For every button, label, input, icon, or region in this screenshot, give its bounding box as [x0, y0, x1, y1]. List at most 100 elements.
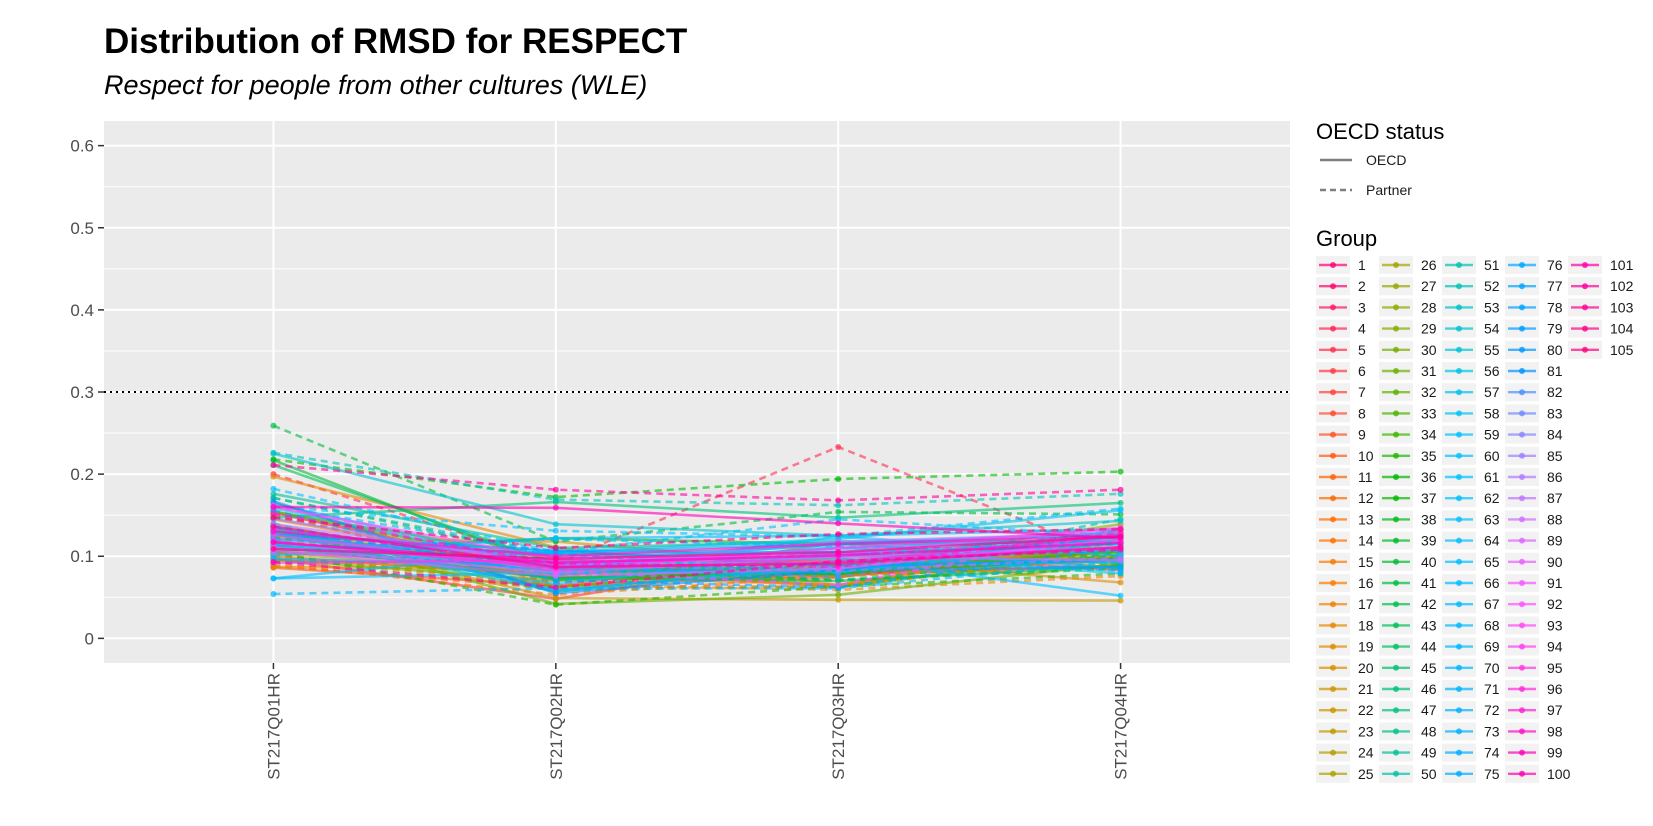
- group-legend-key: [1379, 446, 1413, 465]
- group-legend-key: [1379, 362, 1413, 380]
- series-line: [273, 487, 1121, 554]
- data-point: [835, 591, 842, 598]
- group-legend-label: 102: [1610, 278, 1634, 294]
- group-legend-key: [1316, 658, 1350, 677]
- group-legend-key: [1379, 680, 1413, 698]
- y-tick-label: 0.3: [70, 383, 94, 402]
- legend-key-point: [1456, 368, 1462, 374]
- group-legend-label: 21: [1358, 681, 1374, 697]
- group-legend-label: 70: [1484, 660, 1500, 676]
- group-legend-key: [1316, 340, 1350, 359]
- data-point: [835, 540, 842, 547]
- group-legend-label: 13: [1358, 511, 1374, 527]
- group-legend-key: [1442, 574, 1476, 592]
- series-layer: [270, 422, 1124, 608]
- group-legend-key: [1568, 256, 1602, 274]
- group-legend-label: 38: [1421, 511, 1437, 527]
- data-point: [1117, 526, 1124, 533]
- series-104: [270, 533, 1124, 562]
- legend-key-point: [1330, 749, 1336, 756]
- series-line: [272, 424, 1121, 543]
- group-legend-label: 56: [1484, 363, 1500, 379]
- legend-key-point: [1456, 537, 1462, 544]
- series-line: [273, 504, 1121, 538]
- legend-key-point: [1456, 325, 1462, 332]
- legend-key-point: [1330, 558, 1336, 565]
- data-point: [552, 584, 559, 591]
- legend-key-point: [1519, 431, 1525, 438]
- series-line: [273, 516, 1121, 550]
- group-legend-key: [1505, 277, 1539, 296]
- group-legend-key: [1316, 574, 1350, 592]
- legend-key-point: [1519, 749, 1525, 756]
- legend-key-point: [1393, 389, 1399, 396]
- legend-key-point: [1393, 580, 1399, 586]
- oecd-legend-label: Partner: [1366, 182, 1412, 198]
- legend-key-point: [1393, 431, 1399, 438]
- legend-key-point: [1330, 389, 1336, 396]
- legend-key-point: [1456, 495, 1462, 502]
- group-legend-key: [1316, 595, 1350, 614]
- group-legend-key: [1316, 552, 1350, 571]
- group-legend-key: [1379, 340, 1413, 359]
- group-legend-label: 97: [1547, 702, 1563, 718]
- legend-key-point: [1330, 304, 1336, 311]
- data-point: [552, 504, 559, 511]
- group-legend-label: 6: [1358, 363, 1366, 379]
- group-legend-label: 52: [1484, 278, 1500, 294]
- data-point: [270, 485, 277, 492]
- legend-key-point: [1519, 622, 1525, 629]
- group-legend-label: 81: [1547, 363, 1563, 379]
- y-tick-label: 0: [85, 629, 94, 648]
- group-legend-label: 15: [1358, 554, 1374, 570]
- legend-key-point: [1393, 664, 1399, 671]
- data-point: [270, 575, 277, 582]
- legend-key-point: [1393, 728, 1399, 735]
- group-legend-label: 10: [1358, 448, 1374, 464]
- group-legend-label: 28: [1421, 299, 1437, 315]
- x-tick-label: ST217Q01HR: [264, 673, 283, 780]
- group-legend-key: [1442, 383, 1476, 402]
- data-point: [270, 591, 277, 598]
- data-point: [1117, 517, 1124, 524]
- group-legend-key: [1505, 743, 1539, 762]
- series-line: [273, 504, 1121, 587]
- data-point: [270, 457, 277, 464]
- group-legend-label: 41: [1421, 575, 1437, 591]
- group-legend-key: [1316, 362, 1350, 380]
- legend-key-point: [1393, 368, 1399, 374]
- group-legend-label: 40: [1421, 554, 1437, 570]
- group-legend-label: 90: [1547, 554, 1563, 570]
- group-legend-label: 26: [1421, 257, 1437, 273]
- legend-key-point: [1330, 474, 1336, 480]
- data-point: [835, 531, 842, 538]
- data-point: [552, 527, 559, 534]
- data-point: [835, 516, 842, 523]
- legend-key-point: [1393, 622, 1399, 629]
- group-legend-key: [1505, 489, 1539, 508]
- group-legend-label: 31: [1421, 363, 1437, 379]
- data-point: [552, 496, 559, 503]
- group-legend-key: [1379, 595, 1413, 614]
- group-legend-label: 82: [1547, 384, 1563, 400]
- group-legend-label: 47: [1421, 702, 1437, 718]
- group-legend-label: 29: [1421, 321, 1437, 337]
- group-legend-key: [1442, 362, 1476, 380]
- group-legend-label: 24: [1358, 745, 1374, 761]
- data-point: [835, 508, 842, 515]
- series-line: [273, 458, 1121, 499]
- group-legend-label: 22: [1358, 702, 1374, 718]
- group-legend-key: [1442, 446, 1476, 465]
- group-legend-key: [1505, 616, 1539, 635]
- group-legend-label: 33: [1421, 405, 1437, 421]
- data-point: [270, 528, 277, 535]
- data-point: [1117, 592, 1124, 599]
- data-point: [552, 577, 559, 584]
- legend-key-point: [1456, 389, 1462, 396]
- group-legend-label: 64: [1484, 533, 1500, 549]
- group-legend-label: 95: [1547, 660, 1563, 676]
- data-point: [1117, 544, 1124, 551]
- legend-key-point: [1393, 262, 1399, 268]
- series-line: [273, 550, 1121, 607]
- group-legend-key: [1379, 277, 1413, 296]
